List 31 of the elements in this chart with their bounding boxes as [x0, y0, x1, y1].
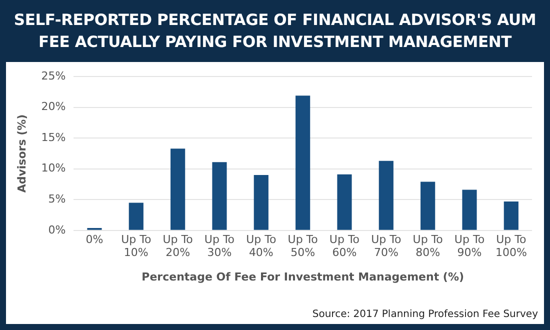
bar: [296, 96, 310, 230]
bar: [420, 182, 436, 230]
x-tick-label: Up To 30%: [204, 232, 235, 260]
y-tick-label: 0%: [48, 223, 66, 236]
bar: [504, 201, 518, 230]
x-axis-title: Percentage Of Fee For Investment Management (%): [142, 270, 464, 284]
y-axis-title: Advisors (%): [15, 114, 28, 193]
bar: [337, 174, 352, 230]
y-tick-label: 20%: [41, 100, 66, 114]
y-tick-label: 25%: [41, 69, 66, 82]
source-note: Source: 2017 Planning Profession Fee Survey: [312, 309, 538, 320]
bar: [462, 190, 477, 230]
x-tick-label: Up To 50%: [288, 232, 318, 260]
bar: [212, 162, 227, 230]
x-tick-label: 0%: [86, 232, 104, 246]
x-tick-label: Up To 70%: [371, 232, 402, 260]
x-tick-label: Up To 90%: [454, 232, 485, 260]
bar: [170, 148, 186, 230]
bar: [378, 160, 394, 230]
y-tick-label: 10%: [41, 162, 66, 175]
chart-title: SELF-REPORTED PERCENTAGE OF FINANCIAL ADVISOR'S AUM FEE ACTUALLY PAYING FOR INVESTMENT MANAGEMENT: [12, 10, 538, 53]
x-tick-label: Up To 10%: [121, 232, 152, 260]
bar: [254, 175, 268, 230]
y-tick-label: 5%: [48, 192, 66, 206]
x-tick-label: Up To 20%: [162, 232, 194, 260]
bar: [128, 202, 144, 230]
x-tick-label: Up To 40%: [246, 232, 276, 260]
x-tick-label: Up To 80%: [412, 232, 444, 260]
x-tick-label: Up To 100%: [495, 232, 527, 260]
y-tick-label: 15%: [41, 130, 66, 144]
x-tick-label: Up To 60%: [329, 232, 360, 260]
